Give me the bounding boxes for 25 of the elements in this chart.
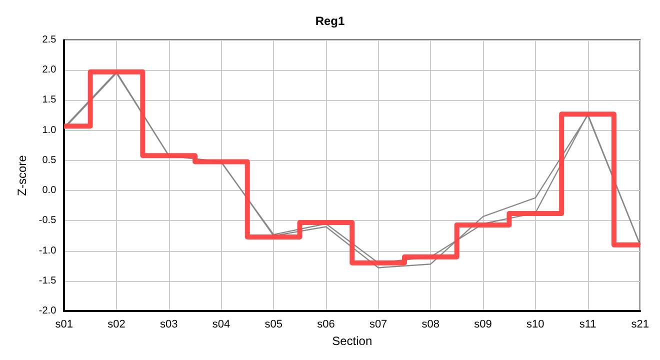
y-tick-label: 2.0	[42, 64, 57, 76]
x-tick-label: s06	[317, 318, 335, 331]
y-tick-label: -0.5	[38, 215, 57, 226]
y-axis-title: Z-score	[15, 154, 29, 196]
x-tick-label: s21	[631, 318, 650, 331]
y-tick-label: -1.0	[38, 245, 57, 256]
chart-title: Reg1	[315, 14, 345, 28]
y-tick-label: 2.5	[42, 34, 57, 46]
x-tick-label: s10	[526, 318, 544, 331]
y-tick-label: 1.5	[42, 94, 57, 106]
y-tick-label: -2.0	[38, 306, 57, 317]
x-tick-label: s05	[264, 318, 282, 331]
x-tick-label: s02	[108, 318, 126, 331]
x-tick-label: s09	[474, 318, 492, 331]
x-tick-label: s04	[212, 318, 230, 331]
x-tick-label: s11	[579, 318, 596, 331]
x-tick-label: s01	[55, 318, 74, 331]
y-tick-label: 0.5	[42, 154, 57, 166]
y-tick-label: 0.0	[42, 185, 57, 196]
x-axis-title: Section	[332, 334, 372, 348]
y-tick-label: 1.0	[42, 124, 57, 136]
x-tick-label: s08	[422, 318, 440, 331]
x-tick-label: s03	[160, 318, 178, 331]
y-tick-label: -1.5	[38, 275, 57, 286]
x-tick-label: s07	[369, 318, 388, 331]
